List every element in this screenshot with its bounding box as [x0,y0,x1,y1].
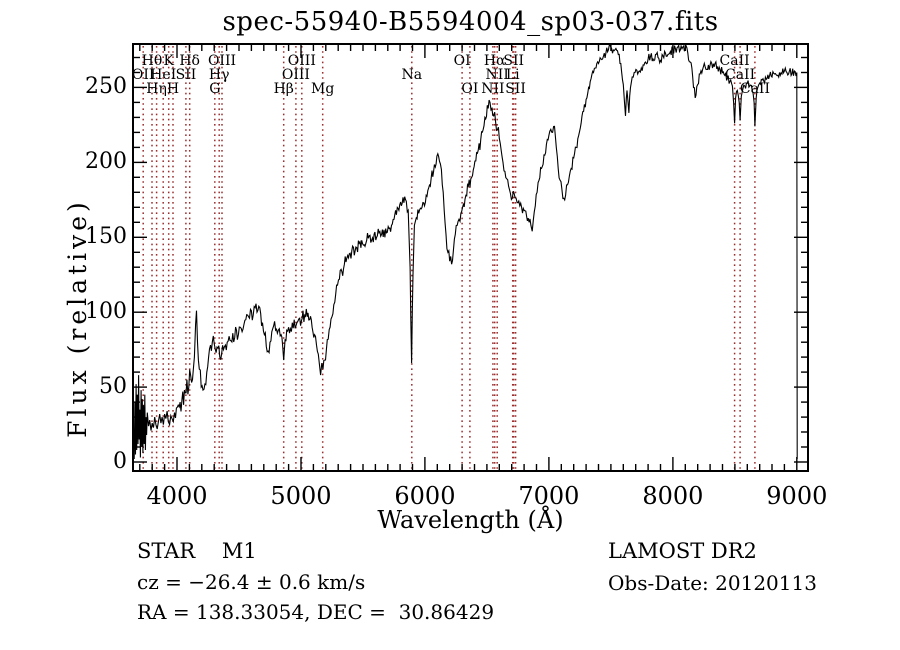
x-axis-title: Wavelength (Å) [377,506,564,534]
cz-velocity-text: cz = −26.4 ± 0.6 km/s [137,570,366,594]
ra-dec-text: RA = 138.33054, DEC = 30.86429 [137,600,495,624]
spectrum-curve [133,43,798,460]
plot-frame [132,43,809,472]
plot-title: spec-55940-B5594004_sp03-037.fits [222,7,719,37]
object-class-text: STAR M1 [137,539,257,563]
survey-text: LAMOST DR2 [608,539,757,563]
obs-date-text: Obs-Date: 20120113 [608,571,817,595]
y-axis-title: Flux (relative) [63,198,92,438]
